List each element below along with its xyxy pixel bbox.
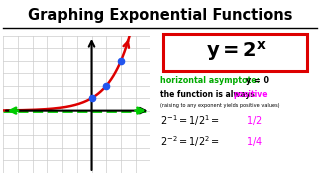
FancyBboxPatch shape	[163, 34, 308, 71]
Text: $2^{-1} = 1/2^1 = $: $2^{-1} = 1/2^1 = $	[160, 113, 220, 128]
Text: $2^{-2} = 1/2^2 = $: $2^{-2} = 1/2^2 = $	[160, 134, 220, 149]
Text: $\mathbf{y = 2^x}$: $\mathbf{y = 2^x}$	[206, 39, 267, 63]
Text: Graphing Exponential Functions: Graphing Exponential Functions	[28, 8, 292, 23]
Text: the function is always: the function is always	[160, 90, 258, 99]
Text: $1/2$: $1/2$	[246, 114, 262, 127]
Text: $1/4$: $1/4$	[246, 135, 263, 148]
Text: positive: positive	[233, 90, 268, 99]
Text: (raising to any exponent yields positive values): (raising to any exponent yields positive…	[160, 103, 279, 108]
Text: y = 0: y = 0	[246, 76, 269, 85]
Text: horizontal asymptote:: horizontal asymptote:	[160, 76, 263, 85]
